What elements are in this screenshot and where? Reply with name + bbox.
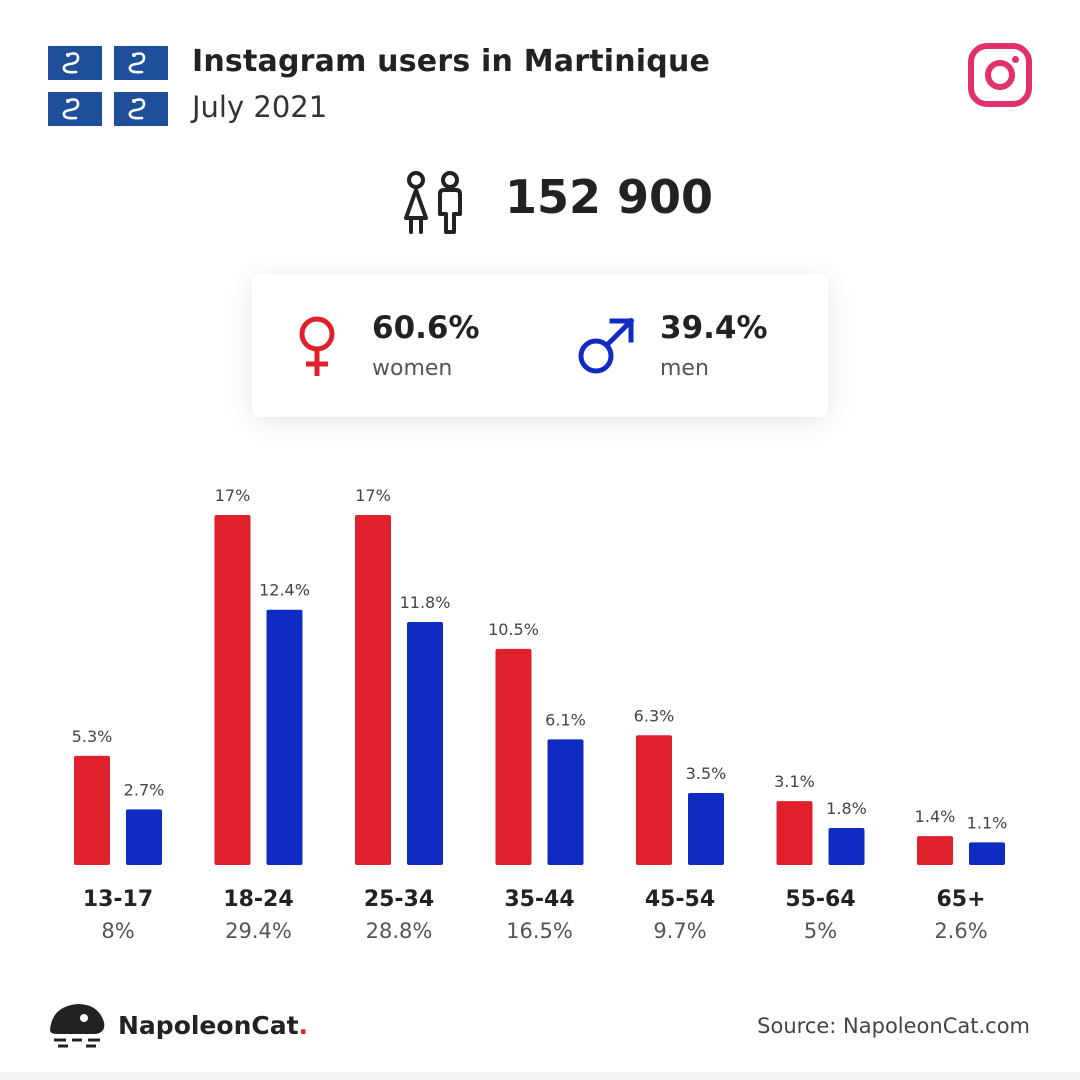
bar-35-44-series-2 bbox=[547, 739, 584, 865]
bar-value-label: 1.4% bbox=[915, 807, 956, 826]
bar-value-label: 17% bbox=[215, 486, 251, 505]
bar-55-64-series-2 bbox=[828, 827, 865, 865]
source-text: Source: NapoleonCat.com bbox=[757, 1014, 1030, 1038]
female-icon bbox=[299, 316, 335, 376]
napoleoncat-logo-icon bbox=[50, 1004, 105, 1048]
bar-13-17-series-2 bbox=[126, 809, 162, 865]
bar-value-label: 6.1% bbox=[545, 710, 586, 729]
bar-13-17-series-1 bbox=[74, 755, 110, 865]
page-title: Instagram users in Martinique bbox=[192, 44, 711, 79]
bar-value-label: 2.7% bbox=[124, 780, 165, 799]
category-total-label: 8% bbox=[101, 919, 134, 943]
martinique-flag-icon bbox=[48, 46, 168, 126]
bar-value-label: 6.3% bbox=[634, 706, 675, 725]
bar-35-44-series-1 bbox=[495, 648, 532, 865]
bar-45-54-series-2 bbox=[688, 792, 724, 865]
bar-value-label: 11.8% bbox=[400, 593, 451, 612]
bar-25-34-series-1 bbox=[355, 515, 391, 865]
men-percentage: 39.4% bbox=[660, 310, 768, 346]
bar-45-54-series-1 bbox=[636, 735, 672, 865]
bar-value-label: 17% bbox=[355, 486, 391, 505]
bar-65+-series-1 bbox=[917, 836, 953, 865]
category-total-label: 29.4% bbox=[225, 919, 292, 943]
male-icon bbox=[578, 317, 635, 374]
bar-55-64-series-1 bbox=[776, 801, 813, 865]
category-label: 25-34 bbox=[364, 887, 434, 912]
bar-value-label: 1.1% bbox=[967, 813, 1008, 832]
page-subtitle: July 2021 bbox=[192, 90, 328, 124]
gender-card bbox=[252, 274, 828, 417]
category-label: 35-44 bbox=[504, 887, 574, 912]
bar-25-34-series-2 bbox=[407, 622, 443, 865]
category-label: 55-64 bbox=[785, 887, 855, 912]
category-total-label: 16.5% bbox=[506, 919, 573, 943]
category-label: 13-17 bbox=[83, 887, 153, 912]
category-total-label: 28.8% bbox=[366, 919, 433, 943]
category-label: 45-54 bbox=[645, 887, 715, 912]
bar-18-24-series-1 bbox=[214, 515, 251, 865]
bar-18-24-series-2 bbox=[266, 609, 303, 865]
bar-value-label: 10.5% bbox=[488, 620, 539, 639]
category-label: 18-24 bbox=[223, 887, 293, 912]
age-gender-bar-chart: 5.3% 2.7% 13-17 8% 17% 12.4% 18-24 29.4% 17% 11.8… bbox=[72, 486, 1008, 943]
women-percentage: 60.6% bbox=[372, 310, 480, 346]
category-label: 65+ bbox=[936, 887, 985, 912]
total-users: 152 900 bbox=[505, 170, 714, 224]
women-label: women bbox=[372, 356, 453, 381]
bar-value-label: 3.1% bbox=[774, 772, 815, 791]
category-total-label: 2.6% bbox=[934, 919, 987, 943]
people-icon bbox=[404, 171, 462, 234]
bar-65+-series-2 bbox=[969, 842, 1005, 865]
men-label: men bbox=[660, 356, 709, 381]
category-total-label: 5% bbox=[804, 919, 837, 943]
category-total-label: 9.7% bbox=[653, 919, 706, 943]
brand-text: NapoleonCat bbox=[118, 1011, 299, 1040]
bar-value-label: 12.4% bbox=[259, 581, 310, 600]
brand-name: NapoleonCat. bbox=[118, 1011, 308, 1040]
bar-value-label: 3.5% bbox=[686, 764, 727, 783]
brand-dot: . bbox=[298, 1011, 309, 1040]
bar-value-label: 5.3% bbox=[72, 727, 113, 746]
bar-value-label: 1.8% bbox=[826, 799, 867, 818]
instagram-icon bbox=[968, 43, 1032, 107]
bottom-strip bbox=[0, 1072, 1080, 1080]
